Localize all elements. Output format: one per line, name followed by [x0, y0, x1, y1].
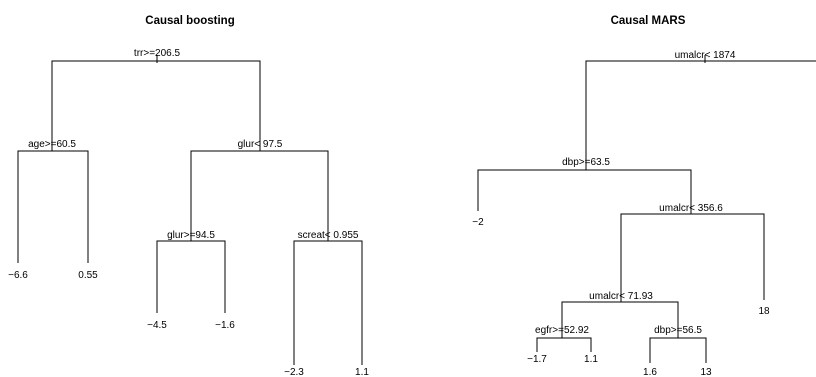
split-label-glur-97: glur< 97.5 — [238, 139, 283, 150]
branch-glur-94 — [156, 240, 226, 313]
branch-age — [17, 150, 89, 263]
leaf-value: −6.6 — [8, 270, 28, 281]
leaf-value: 18 — [758, 306, 770, 317]
branch-umalcr-356 — [620, 213, 765, 302]
split-label-umalcr-71: umalcr< 71.93 — [589, 291, 653, 302]
split-label-umalcr-356: umalcr< 356.6 — [659, 203, 723, 214]
leaf-value: 0.55 — [78, 270, 98, 281]
split-label-age: age>=60.5 — [28, 139, 76, 150]
split-label-root: trr>=206.5 — [134, 48, 181, 59]
split-label-screat: screat< 0.955 — [298, 230, 359, 241]
leaf-value: −1.7 — [527, 354, 547, 365]
tree-title: Causal boosting — [145, 15, 234, 27]
branch-glur-97 — [190, 150, 329, 241]
leaf-value: 1.6 — [643, 367, 657, 377]
split-label-dbp-63: dbp>=63.5 — [562, 157, 610, 168]
leaf-value: −2 — [472, 217, 484, 228]
leaf-value: −1.6 — [215, 320, 235, 331]
branch-dbp-63 — [477, 169, 692, 214]
branch-umalcr-71 — [561, 301, 679, 338]
branch-dbp-56 — [649, 337, 707, 363]
leaf-value: 1.1 — [355, 367, 369, 377]
leaf-value: 13 — [700, 367, 712, 377]
branch-root — [51, 60, 261, 151]
split-label-dbp-56: dbp>=56.5 — [654, 325, 702, 336]
branch-root — [585, 60, 816, 170]
leaf-value: 1.1 — [584, 354, 598, 365]
split-label-root: umalcr< 1874 — [675, 50, 736, 61]
split-label-glur-94: glur>=94.5 — [167, 230, 215, 241]
branch-egfr — [536, 337, 592, 352]
tree-causal-mars: Causal MARS umalcr< 1874 dbp>=63.5 umalc… — [472, 15, 816, 377]
split-label-egfr: egfr>=52.92 — [535, 325, 589, 336]
branch-screat — [293, 240, 363, 365]
tree-title: Causal MARS — [611, 15, 686, 27]
tree-causal-boosting: Causal boosting trr>=206.5 age>=60.5 glu… — [8, 15, 369, 377]
leaf-value: −2.3 — [284, 367, 304, 377]
leaf-value: −4.5 — [147, 320, 167, 331]
